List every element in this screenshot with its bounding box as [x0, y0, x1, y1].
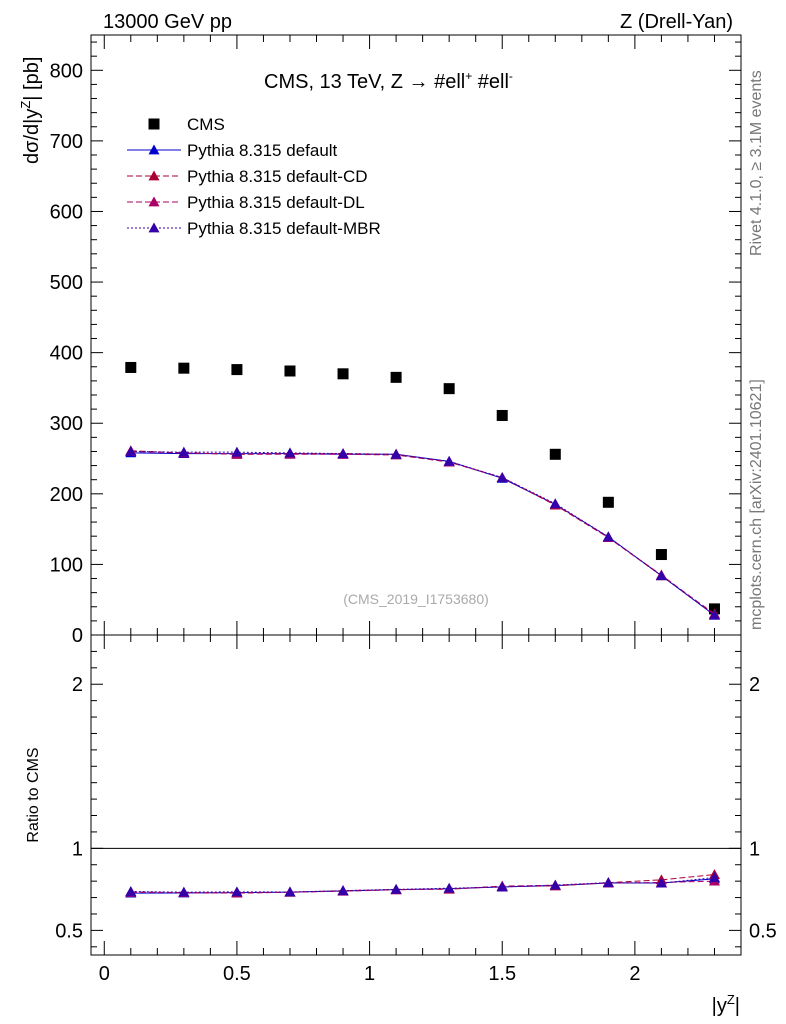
data-point-mbr: [337, 448, 349, 458]
ratio-y-tick-label: 0.5: [55, 920, 83, 942]
ratio-ylabel: Ratio to CMS: [25, 747, 42, 842]
ratio-point-mbr: [655, 877, 667, 888]
main-axes: 0 100 200 300 400 500 600 700 800: [50, 35, 741, 647]
series-line-dl: [130, 450, 715, 615]
data-point-mbr: [231, 446, 243, 457]
legend-marker-cms: [148, 118, 160, 130]
ratio-y-tick-label: 2: [72, 674, 83, 696]
main-y-tick-label: 800: [50, 60, 83, 82]
data-point-cms: [390, 371, 402, 383]
main-y-tick-label: 500: [50, 272, 83, 294]
data-point-cms: [655, 549, 667, 561]
legend-marker-dl: [148, 196, 160, 207]
x-tick-label: 0: [99, 963, 110, 985]
data-point-mbr: [125, 445, 137, 456]
header-left: 13000 GeV pp: [103, 11, 232, 33]
data-point-mbr: [708, 609, 720, 620]
data-point-cms: [125, 361, 137, 373]
ratio-point-mbr: [549, 879, 561, 890]
ratio-y-tick-label-right: 1: [749, 838, 760, 860]
ratio-point-mbr: [390, 883, 402, 894]
series-line-mbr: [130, 450, 715, 616]
data-point-cms: [443, 383, 455, 395]
legend-marker-cd: [148, 170, 160, 181]
legend-marker-default: [148, 144, 160, 155]
legend: CMS Pythia 8.315 default Pythia 8.315 defa…: [127, 115, 381, 238]
data-point-cms: [602, 496, 614, 508]
legend-label-dl: Pythia 8.315 default-DL: [187, 193, 365, 212]
ratio-panel-frame: [90, 634, 742, 956]
data-point-cms: [496, 409, 508, 421]
main-series-group: [125, 361, 720, 620]
data-point-cms: [231, 364, 243, 376]
ratio-line-dl: [130, 880, 715, 894]
ratio-point-mbr: [443, 882, 455, 893]
data-point-cms: [337, 368, 349, 380]
ratio-y-tick-label-right: 0.5: [749, 920, 777, 942]
data-point-cms: [284, 365, 296, 377]
ratio-point-mbr: [496, 881, 508, 892]
legend-marker-mbr: [148, 222, 160, 233]
x-tick-label: 0.5: [223, 963, 251, 985]
ratio-point-mbr: [284, 886, 296, 897]
main-y-tick-label: 200: [50, 484, 83, 506]
legend-label-default: Pythia 8.315 default: [187, 141, 338, 160]
main-y-tick-label: 400: [50, 343, 83, 365]
data-point-mbr: [443, 455, 455, 466]
ratio-line-cd: [130, 874, 715, 894]
data-point-mbr: [390, 448, 402, 459]
ratio-series-group: [125, 869, 720, 898]
x-tick-label: 1: [364, 963, 375, 985]
data-point-cms: [549, 448, 561, 460]
legend-label-mbr: Pythia 8.315 default-MBR: [187, 219, 381, 238]
main-y-tick-label: 100: [50, 554, 83, 576]
analysis-watermark: (CMS_2019_I1753680): [343, 591, 489, 607]
main-y-tick-label: 600: [50, 201, 83, 223]
rivet-label: Rivet 4.1.0, ≥ 3.1M events: [748, 70, 765, 256]
ratio-point-mbr: [178, 886, 190, 897]
main-y-tick-label: 300: [50, 413, 83, 435]
main-title: CMS, 13 TeV, Z → #ell+ #ell-: [264, 69, 513, 93]
ratio-line-default: [130, 878, 715, 894]
data-point-mbr: [178, 446, 190, 457]
data-point-mbr: [549, 498, 561, 509]
ratio-y-tick-label: 1: [72, 838, 83, 860]
legend-label-cd: Pythia 8.315 default-CD: [187, 167, 368, 186]
ratio-line-mbr: [130, 877, 715, 893]
series-line-cd: [130, 450, 715, 615]
x-axis-label: |yZ|: [712, 992, 740, 1017]
main-y-tick-label: 700: [50, 131, 83, 153]
data-point-mbr: [284, 447, 296, 458]
ratio-y-tick-label-right: 2: [749, 674, 760, 696]
mcplots-label: mcplots.cern.ch [arXiv:2401.10621]: [748, 379, 765, 630]
main-ylabel: dσ/d|yZ| [pb]: [18, 57, 43, 164]
ratio-point-mbr: [125, 885, 137, 896]
data-point-mbr: [496, 472, 508, 482]
ratio-point-mbr: [231, 886, 243, 897]
ratio-point-mbr: [708, 872, 720, 882]
legend-label-cms: CMS: [187, 115, 225, 134]
x-tick-label: 1.5: [488, 963, 516, 985]
x-tick-label: 2: [629, 963, 640, 985]
ratio-point-mbr: [337, 885, 349, 896]
ratio-point-mbr: [602, 877, 614, 888]
main-y-tick-label: 0: [72, 625, 83, 647]
header-right: Z (Drell-Yan): [620, 11, 733, 33]
data-point-mbr: [655, 570, 667, 581]
data-point-mbr: [602, 531, 614, 542]
data-point-cms: [178, 362, 190, 374]
ratio-axes: 0.5 0.5 1 1 2 2 0 0.5 1 1.5 2: [55, 635, 777, 985]
